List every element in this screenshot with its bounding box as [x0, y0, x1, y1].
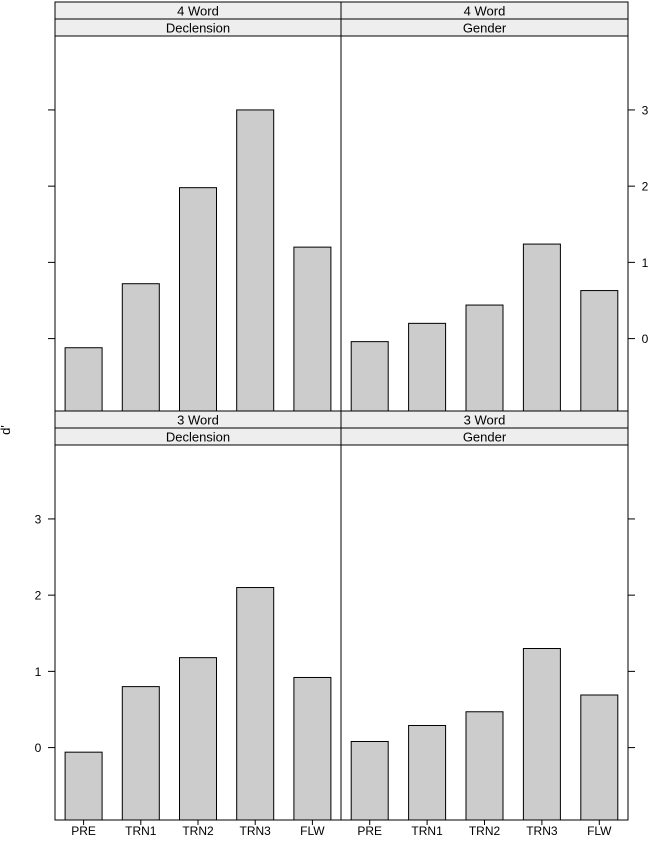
bar-trn3: [236, 587, 275, 821]
panel-2: 4 Word Gender 0 1 2 3: [340, 1, 649, 412]
bar-trn2: [179, 187, 217, 412]
bar-trn3: [522, 243, 561, 412]
x-tick-label: PRE: [71, 824, 96, 838]
y-tick-label: 3: [642, 103, 649, 117]
strip-top-label: 3 Word: [464, 413, 506, 428]
bar-flw: [293, 246, 332, 412]
strip-top-label: 4 Word: [177, 4, 219, 19]
x-tick-label: TRN2: [469, 824, 501, 838]
x-tick-label: TRN3: [526, 824, 558, 838]
x-tick-label: TRN3: [240, 824, 272, 838]
y-tick-label: 3: [35, 512, 42, 526]
strip-bottom-label: Declension: [166, 21, 230, 36]
y-tick-label: 1: [642, 256, 649, 270]
bar-trn3: [236, 109, 275, 412]
bar-trn2: [465, 304, 504, 412]
bar-pre: [350, 341, 389, 412]
panel-4: 3 Word Gender PRE TRN1 TRN2 TRN3 FLW: [340, 410, 635, 838]
x-tick-label: TRN2: [182, 824, 214, 838]
x-tick-label: TRN1: [125, 824, 157, 838]
y-tick-label: 0: [35, 741, 42, 755]
bar-trn2: [465, 711, 504, 821]
x-tick-label: FLW: [300, 824, 325, 838]
bar-flw: [580, 694, 619, 821]
bar-trn1: [408, 322, 447, 412]
bar-trn2: [179, 657, 217, 821]
panels: 4 Word Declension 4 Word Gender 0 1 2 3 3 Word De…: [35, 1, 649, 838]
strip-top-label: 3 Word: [177, 413, 219, 428]
y-tick-label: 2: [642, 180, 649, 194]
bar-flw: [580, 290, 619, 412]
strip-bottom-label: Declension: [166, 430, 230, 445]
strip-bottom-label: Gender: [463, 430, 507, 445]
x-tick-label: PRE: [357, 824, 382, 838]
panel-1: 4 Word Declension: [48, 1, 342, 412]
bar-trn1: [408, 724, 447, 821]
bar-pre: [64, 347, 103, 412]
panel-3: 3 Word Declension 0 1 2 3 PRE TRN1 TRN2 TRN3 FLW: [35, 410, 342, 838]
bar-trn1: [121, 686, 160, 821]
bar-pre: [350, 740, 389, 821]
x-tick-label: TRN1: [411, 824, 443, 838]
bar-trn3: [522, 648, 561, 821]
y-tick-label: 1: [35, 665, 42, 679]
strip-top-label: 4 Word: [464, 4, 506, 19]
y-tick-label: 2: [35, 589, 42, 603]
y-axis-label: d': [0, 425, 13, 435]
y-tick-label: 0: [642, 332, 649, 346]
bar-flw: [293, 676, 332, 821]
bar-trn1: [121, 283, 160, 412]
bar-pre: [64, 751, 103, 821]
strip-bottom-label: Gender: [463, 21, 507, 36]
x-tick-label: FLW: [587, 824, 612, 838]
